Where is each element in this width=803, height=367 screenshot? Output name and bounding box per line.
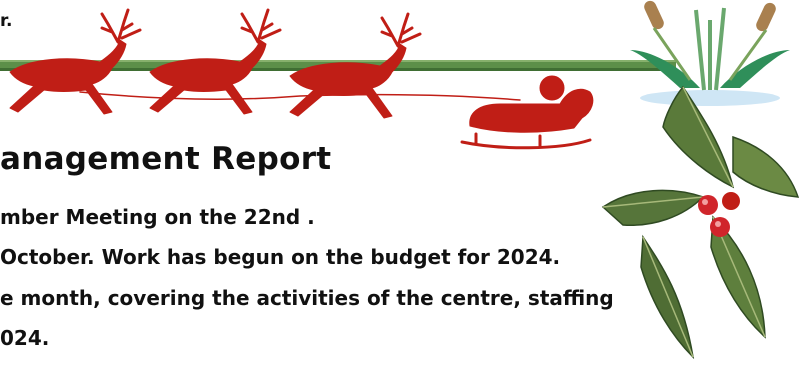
body-line-3: e month, covering the activities of the … xyxy=(0,286,614,310)
report-title: anagement Report xyxy=(0,141,332,177)
top-text-fragment: r. xyxy=(0,11,13,31)
body-line-1: mber Meeting on the 22nd . xyxy=(0,205,315,229)
bulrush-logo-icon xyxy=(630,0,790,106)
reindeer-sleigh-icon xyxy=(9,8,594,150)
body-line-2: October. Work has begun on the budget fo… xyxy=(0,245,561,269)
body-line-4: 024. xyxy=(0,326,50,350)
holly-icon xyxy=(601,85,800,360)
